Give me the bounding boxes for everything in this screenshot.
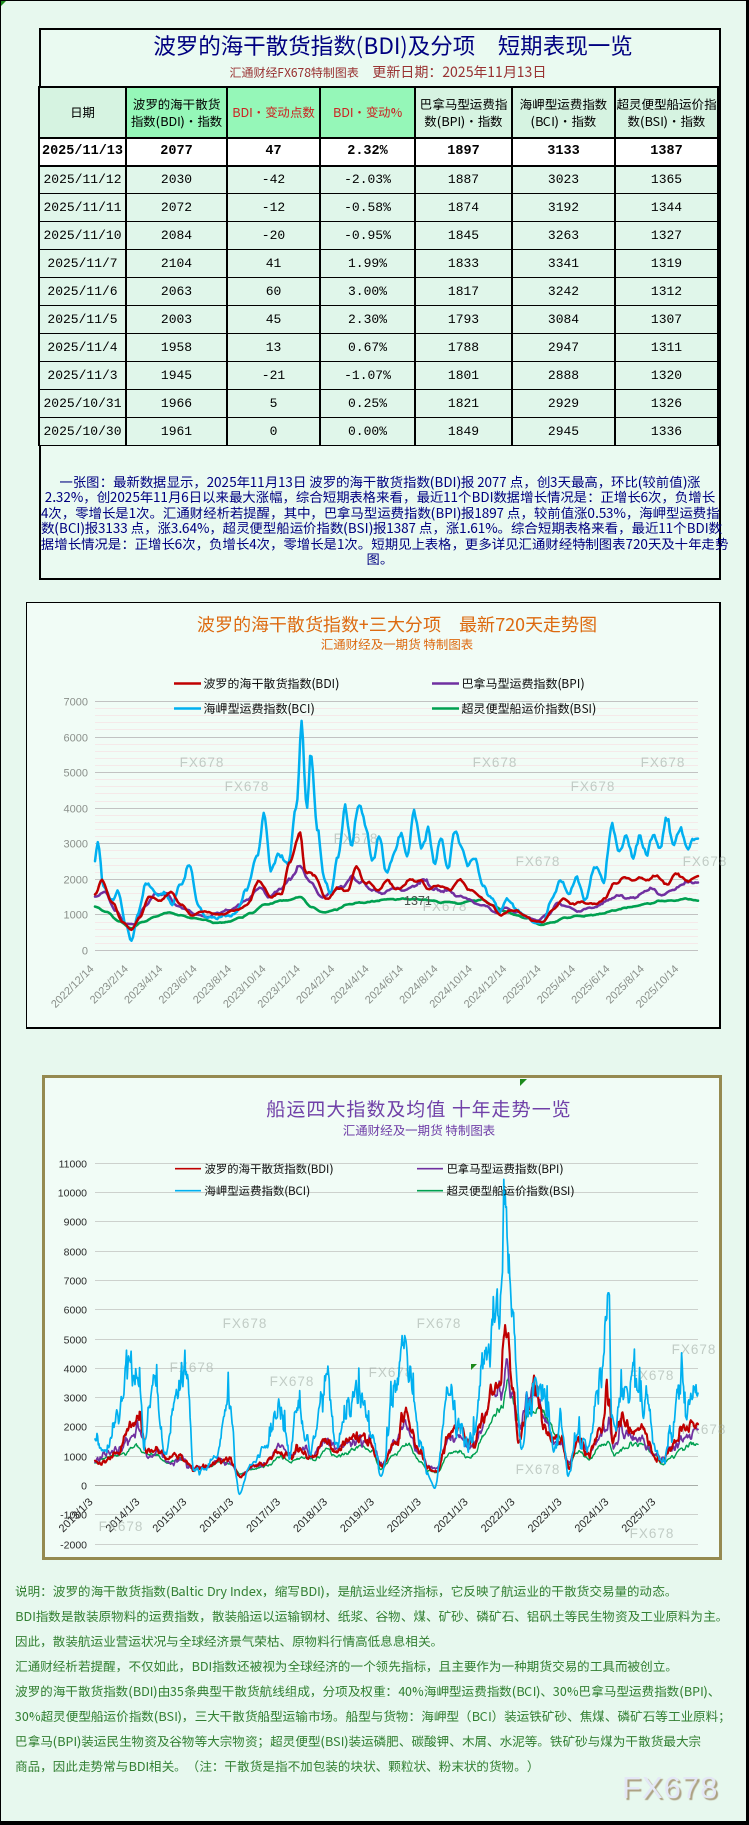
svg-text:6000: 6000 <box>64 732 88 744</box>
svg-text:FX678: FX678 <box>571 779 616 794</box>
svg-text:FX678: FX678 <box>170 1360 215 1375</box>
svg-text:5000: 5000 <box>64 767 88 779</box>
svg-text:2018/1/3: 2018/1/3 <box>291 1496 330 1535</box>
svg-text:2017/1/3: 2017/1/3 <box>244 1496 283 1535</box>
svg-text:FX678: FX678 <box>369 1365 414 1380</box>
svg-text:1000: 1000 <box>64 909 88 921</box>
svg-text:6000: 6000 <box>64 1304 88 1316</box>
svg-text:2000: 2000 <box>64 1421 88 1433</box>
svg-text:FX678: FX678 <box>180 755 225 770</box>
svg-text:FX678: FX678 <box>473 755 518 770</box>
svg-text:5000: 5000 <box>64 1334 88 1346</box>
svg-text:FX678: FX678 <box>270 1374 315 1389</box>
svg-text:巴拿马型运费指数(BPI): 巴拿马型运费指数(BPI) <box>447 1161 564 1177</box>
svg-text:9000: 9000 <box>64 1216 88 1228</box>
svg-text:2021/1/3: 2021/1/3 <box>432 1496 471 1535</box>
svg-text:0: 0 <box>81 1480 87 1492</box>
svg-text:3000: 3000 <box>64 1392 88 1404</box>
svg-text:FX678: FX678 <box>516 1462 561 1477</box>
svg-text:2015/1/3: 2015/1/3 <box>151 1496 190 1535</box>
svg-text:FX678: FX678 <box>672 1342 717 1357</box>
svg-text:2016/1/3: 2016/1/3 <box>197 1496 236 1535</box>
svg-text:巴拿马型运费指数(BPI): 巴拿马型运费指数(BPI) <box>462 675 585 692</box>
svg-text:2022/1/3: 2022/1/3 <box>479 1496 518 1535</box>
svg-text:超灵便型船运价指数(BSI): 超灵便型船运价指数(BSI) <box>462 700 597 717</box>
svg-text:超灵便型船运价指数(BSI): 超灵便型船运价指数(BSI) <box>447 1183 575 1199</box>
svg-text:2024/1/3: 2024/1/3 <box>573 1496 612 1535</box>
svg-text:2019/1/3: 2019/1/3 <box>338 1496 377 1535</box>
svg-text:波罗的海干散货指数(BDI): 波罗的海干散货指数(BDI) <box>204 675 340 692</box>
svg-text:3000: 3000 <box>64 838 88 850</box>
svg-text:4000: 4000 <box>64 803 88 815</box>
svg-text:0: 0 <box>82 945 88 957</box>
svg-text:FX678: FX678 <box>630 1526 675 1541</box>
svg-text:波罗的海干散货指数(BDI): 波罗的海干散货指数(BDI) <box>205 1161 334 1177</box>
svg-text:2000: 2000 <box>64 874 88 886</box>
svg-text:4000: 4000 <box>64 1363 88 1375</box>
svg-text:FX678: FX678 <box>334 831 379 846</box>
svg-text:2023/1/3: 2023/1/3 <box>526 1496 565 1535</box>
svg-text:FX678: FX678 <box>641 755 686 770</box>
svg-text:FX678: FX678 <box>683 854 728 869</box>
svg-text:-1000: -1000 <box>60 1509 87 1521</box>
svg-text:-2000: -2000 <box>60 1539 87 1551</box>
svg-text:海岬型运费指数(BCI): 海岬型运费指数(BCI) <box>204 700 315 717</box>
svg-text:10000: 10000 <box>58 1187 87 1199</box>
svg-text:11000: 11000 <box>59 1158 88 1170</box>
svg-text:FX678: FX678 <box>417 1316 462 1331</box>
svg-text:FX678: FX678 <box>99 1519 144 1534</box>
svg-text:2022/12/14: 2022/12/14 <box>49 963 96 1010</box>
svg-text:2020/1/3: 2020/1/3 <box>385 1496 424 1535</box>
svg-text:1000: 1000 <box>64 1451 88 1463</box>
svg-text:FX678: FX678 <box>516 854 561 869</box>
svg-text:8000: 8000 <box>64 1246 88 1258</box>
svg-text:7000: 7000 <box>64 1275 88 1287</box>
svg-text:7000: 7000 <box>64 696 88 708</box>
svg-text:FX678: FX678 <box>225 779 270 794</box>
svg-text:FX678: FX678 <box>223 1316 268 1331</box>
svg-text:海岬型运费指数(BCI): 海岬型运费指数(BCI) <box>205 1183 311 1199</box>
svg-text:1371: 1371 <box>404 894 432 908</box>
